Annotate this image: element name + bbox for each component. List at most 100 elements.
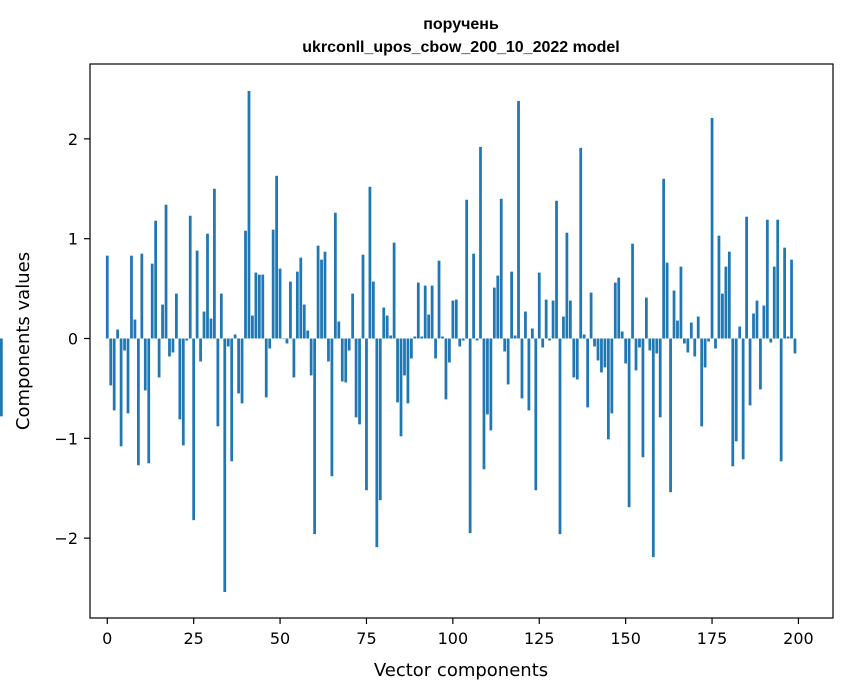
bar [316,245,320,339]
bar [247,90,251,339]
bar [140,253,144,339]
bar [793,338,797,354]
bar [600,338,603,373]
bar [714,338,717,349]
bar [451,300,455,339]
bar [261,274,265,339]
bar [686,338,690,353]
bar [195,250,199,339]
bar [178,338,182,420]
bar [226,338,230,347]
bar [413,336,417,339]
bar [223,338,227,593]
bar [769,338,773,343]
bar [496,275,500,339]
bar [354,338,358,418]
bar [752,313,755,339]
bar [116,329,120,339]
bar [185,338,189,341]
bar [779,338,783,462]
y-tick-label: −2 [54,529,78,548]
bar [665,262,669,339]
bar [658,338,662,418]
bar [458,338,462,347]
bar [517,100,520,339]
bar [503,338,507,352]
bar [586,338,590,408]
bar [544,299,548,339]
plot-frame [89,63,834,619]
bar [638,338,641,348]
bar [472,253,475,339]
bar [306,330,310,339]
x-tick-label: 200 [783,629,814,648]
bar [606,338,610,440]
bar [396,338,399,403]
bar [734,338,738,442]
x-tick-label: 100 [438,629,469,648]
bar [482,338,486,470]
bar [161,304,164,339]
bar [285,338,289,344]
x-tick-label: 0 [102,629,112,648]
bar [541,338,545,348]
bar [765,219,769,339]
bar [672,290,676,339]
bar [112,338,116,411]
bar [365,338,368,491]
bar [530,328,534,339]
bar [202,311,206,339]
bar [731,338,735,467]
bar [340,338,344,382]
bar [562,316,565,339]
bar [434,338,437,359]
bar [289,281,292,339]
bar [416,282,420,339]
bar [299,257,303,339]
bar [109,338,113,386]
bar [123,338,126,351]
bar [430,285,434,339]
bar [741,338,745,460]
bar [565,232,569,339]
bar [371,281,375,339]
bar [119,338,123,447]
x-axis-label: Vector components [374,660,548,681]
bar [575,338,579,380]
y-axis-ticks: −2 −1 0 1 2 [54,130,90,548]
bar [468,338,472,534]
bar [275,175,278,339]
bar [271,229,275,339]
bar [164,204,168,339]
bar [323,251,327,339]
bar [230,338,234,462]
bar [745,216,748,339]
bar [375,338,379,548]
bar [534,338,538,491]
bar [486,338,489,415]
chart-title: поручень [423,16,499,33]
bar [237,338,240,394]
bar [171,338,175,353]
bar [244,230,247,339]
bar [596,338,600,361]
bar [703,338,707,368]
bar [327,338,330,362]
y-tick-label: 0 [68,330,78,349]
bar [254,272,258,339]
x-tick-label: 175 [697,629,728,648]
bar [568,300,572,339]
bar [683,338,686,344]
bar [406,338,410,404]
bar [295,271,299,339]
bar [645,297,648,339]
bar [333,212,337,339]
bar [130,255,133,339]
bar [126,338,130,414]
y-tick-label: 1 [68,230,78,249]
bar [492,287,496,339]
bar [199,338,202,362]
bar [524,311,527,339]
bar [693,338,697,357]
